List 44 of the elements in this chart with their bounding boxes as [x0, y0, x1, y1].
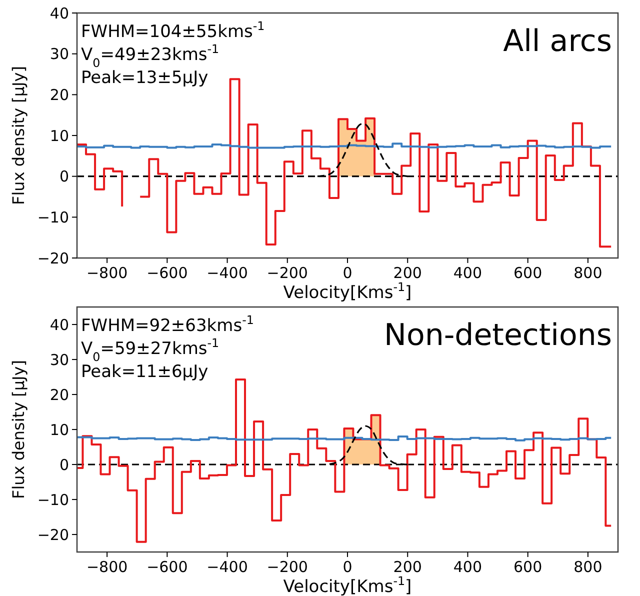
x-tick-label: 800	[574, 558, 602, 576]
x-tick-label: −600	[146, 558, 188, 576]
x-tick-label: 0	[342, 558, 352, 576]
x-tick-label: 200	[393, 264, 422, 282]
x-tick-label: −200	[266, 558, 308, 576]
x-tick-label: 400	[453, 558, 482, 576]
x-tick-label: −800	[86, 558, 128, 576]
annotation: V$_{0}$=59±27kms$^{-1}$	[81, 336, 220, 364]
y-tick-label: −20	[37, 526, 69, 544]
y-tick-label: 20	[50, 386, 69, 404]
y-tick-label: 10	[50, 126, 69, 145]
y-tick-label: 40	[50, 316, 69, 334]
x-tick-label: −400	[206, 264, 248, 282]
y-tick-label: −10	[37, 490, 69, 509]
x-axis-title: Velocity[Kms$^{-1}$]	[283, 574, 412, 596]
y-tick-label: 0	[59, 168, 69, 186]
x-tick-label: 200	[393, 558, 422, 576]
x-tick-label: 0	[342, 264, 352, 282]
chart-title: All arcs	[503, 24, 612, 59]
y-tick-label: −20	[37, 249, 69, 268]
y-tick-label: 0	[59, 456, 69, 474]
x-tick-label: −200	[266, 264, 308, 282]
annotation: FWHM=92±63kms$^{-1}$	[81, 313, 254, 336]
x-tick-label: −800	[86, 264, 128, 282]
x-tick-label: 600	[514, 264, 542, 282]
x-tick-label: 400	[453, 264, 482, 282]
y-axis-title: Flux density [μJy]	[9, 66, 28, 205]
annotation: FWHM=104±55kms$^{-1}$	[81, 19, 265, 42]
x-axis-title: Velocity[Kms$^{-1}$]	[283, 280, 412, 303]
x-tick-label: 800	[574, 264, 602, 282]
x-tick-label: 600	[514, 558, 542, 576]
annotation: Peak=11±6μJy	[81, 362, 208, 382]
annotation: Peak=13±5μJy	[81, 68, 208, 88]
x-tick-label: −600	[146, 264, 188, 282]
y-tick-label: 30	[50, 45, 69, 64]
y-tick-label: −10	[37, 208, 69, 226]
y-tick-label: 40	[50, 4, 69, 22]
x-tick-label: −400	[206, 558, 248, 576]
y-tick-label: 10	[50, 420, 69, 439]
y-axis-title: Flux density [μJy]	[9, 360, 28, 499]
y-tick-label: 20	[50, 86, 69, 104]
annotation: V$_{0}$=49±23kms$^{-1}$	[81, 42, 220, 70]
y-tick-label: 30	[50, 350, 69, 369]
chart-title: Non-detections	[384, 318, 612, 353]
